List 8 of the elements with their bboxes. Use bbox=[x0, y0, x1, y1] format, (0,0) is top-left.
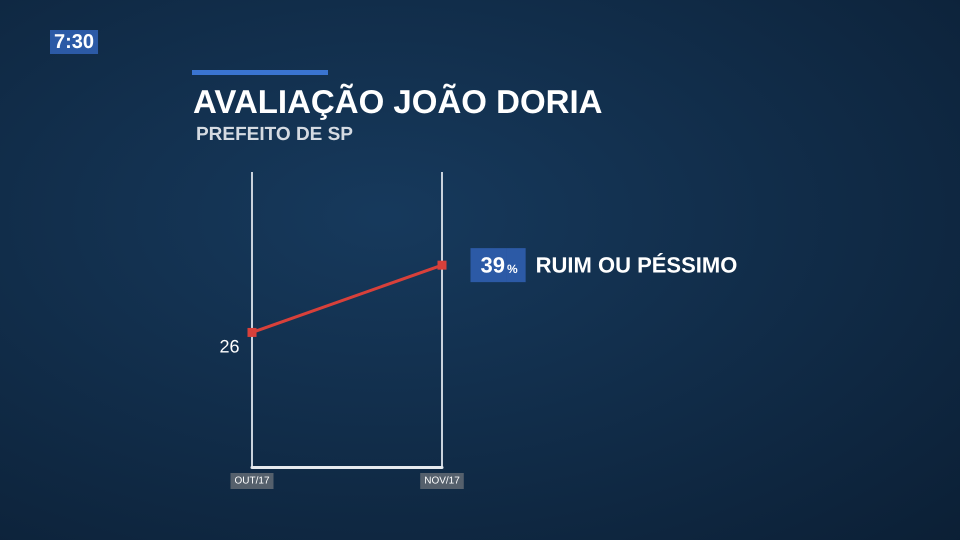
text: RUIM OU PÉSSIMO bbox=[536, 252, 738, 278]
chart-subtitle: PREFEITO DE SP bbox=[196, 124, 354, 145]
chart-title: AVALIAÇÃO JOÃO DORIA bbox=[193, 83, 602, 120]
x-tick-label: OUT/17 bbox=[234, 476, 270, 486]
data-label: 26 bbox=[219, 336, 240, 356]
data-label: 39% bbox=[480, 252, 518, 278]
text: 7:30 bbox=[54, 31, 94, 53]
x-tick-label: NOV/17 bbox=[424, 476, 460, 486]
